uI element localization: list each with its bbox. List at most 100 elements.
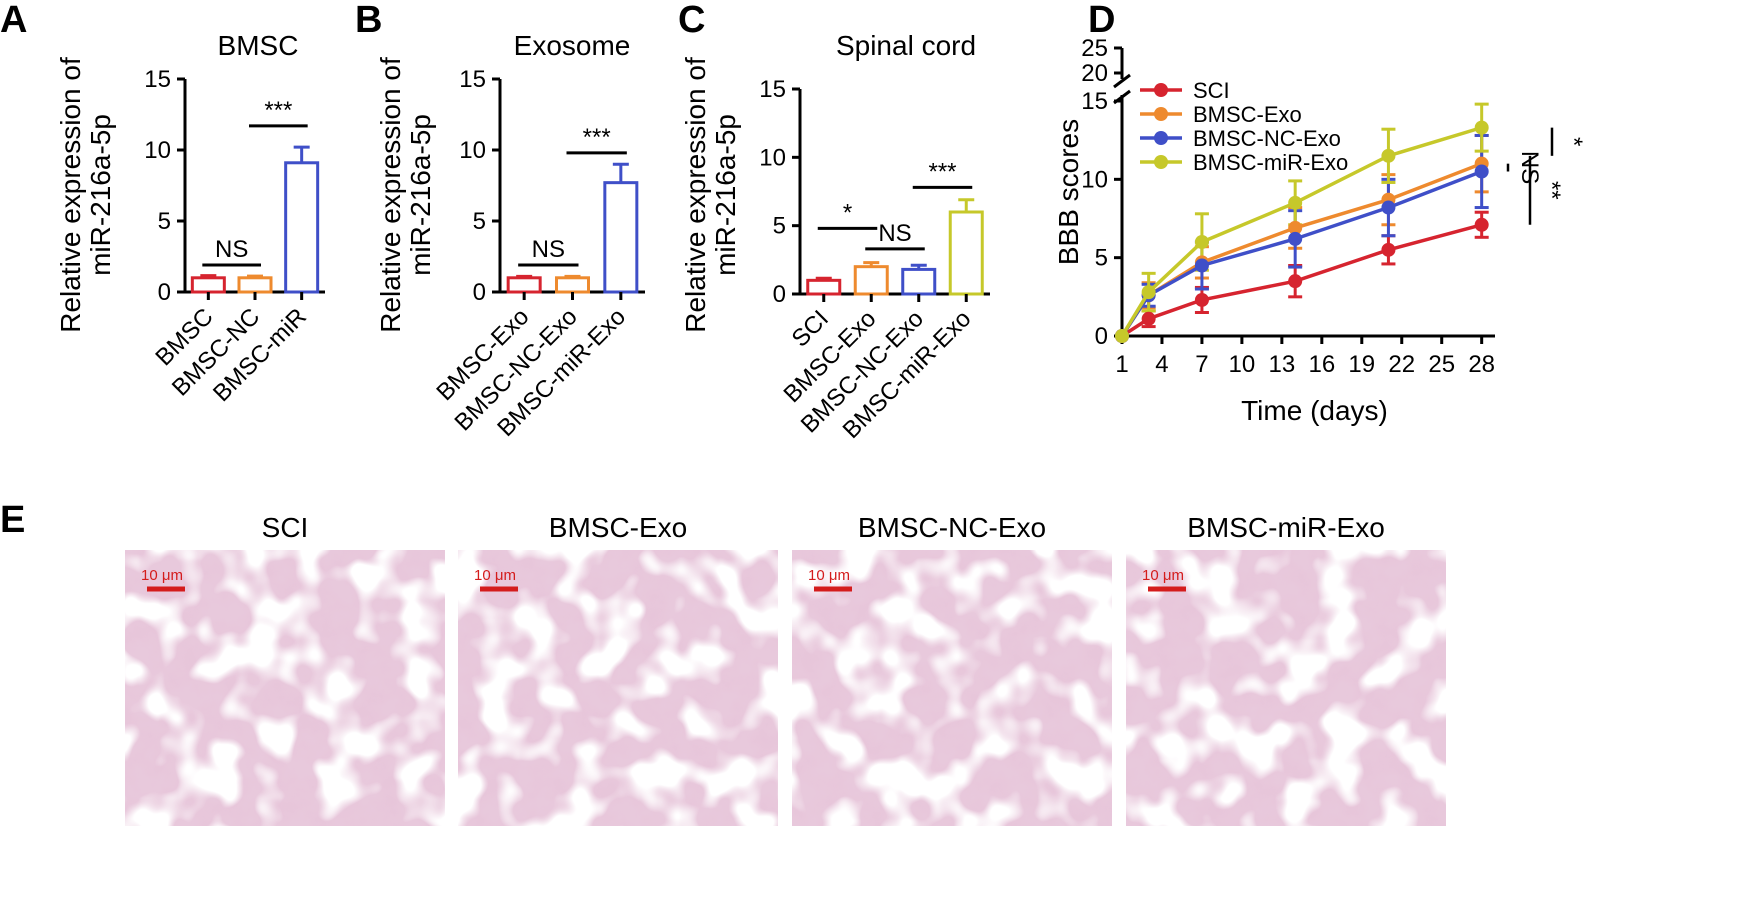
y-axis-label-line: miR-216a-5p [405,114,436,276]
x-tick-label: 19 [1348,351,1375,378]
data-point [1141,311,1156,326]
y-tick-label: 10 [759,144,786,171]
data-point [1474,217,1489,232]
x-tick-label: 28 [1468,351,1495,378]
data-point [1381,148,1396,163]
series-line [1120,125,1483,337]
significance-label: NS [878,220,911,247]
significance-label: *** [264,97,292,124]
y-tick-label: 5 [773,213,786,240]
y-tick-label: 25 [1081,35,1108,62]
chart-title: BMSC [218,30,299,61]
panel-c-bar-chart: C Spinal cord Relative expression ofmiR-21… [678,0,990,444]
data-point [1288,231,1303,246]
histology-image: 10 μm [792,550,1112,826]
y-axis-label: BBB scores [1053,119,1084,265]
axis-break-mark [1113,73,1131,89]
panel-label: E [0,499,25,541]
y-tick-label: 5 [158,208,171,235]
bar [603,181,639,294]
data-point [1381,200,1396,215]
chart-title: Exosome [514,30,631,61]
bar [284,161,320,294]
significance-label: * [843,199,852,226]
y-tick-label: 15 [1081,88,1108,115]
image-voids [125,550,445,826]
data-point [1288,220,1303,235]
y-tick-label: 15 [459,66,486,93]
data-point [1474,164,1489,179]
x-tick-label: 13 [1269,351,1296,378]
bar [506,276,542,294]
legend-marker [1154,155,1168,169]
significance-label: *** [583,124,611,151]
image-title: BMSC-Exo [549,512,687,543]
y-tick-label: 15 [144,66,171,93]
data-point [1194,235,1209,249]
bar [853,265,889,296]
significance-star: * [1560,137,1587,146]
x-tick-label: 16 [1308,351,1335,378]
significance-label: *** [928,158,956,185]
legend-entry: BMSC-miR-Exo [1193,150,1348,175]
bar [806,278,842,296]
significance-double-star: ** [1538,181,1565,200]
data-point [1194,258,1209,273]
bar [901,267,937,296]
data-point [1288,274,1303,289]
y-axis-label-line: Relative expression of [55,57,86,333]
data-point [1288,195,1303,210]
x-tick-label: 7 [1195,351,1208,378]
scale-bar-label: 10 μm [808,567,850,584]
bar [948,210,984,296]
y-axis-label: Relative expression ofmiR-216a-5p [680,57,741,333]
scale-bar-label: 10 μm [1142,567,1184,584]
y-tick-label: 0 [158,279,171,306]
scale-bar-label: 10 μm [474,567,516,584]
legend-entry: BMSC-NC-Exo [1193,126,1341,151]
panel-a-bar-chart: A BMSC Relative expression ofmiR-216a-5p 0 5… [0,0,325,407]
series-line [1120,169,1483,337]
legend-entry: BMSC-Exo [1193,102,1302,127]
y-axis-label-line: miR-216a-5p [85,114,116,276]
x-axis-label: Time (days) [1241,395,1388,426]
histology-image: 10 μm [458,550,778,826]
panel-label: C [678,0,705,41]
image-title: BMSC-NC-Exo [858,512,1046,543]
image-voids [1126,550,1446,826]
panel-label: D [1088,0,1115,41]
y-tick-label: 0 [1095,323,1108,350]
image-title: SCI [262,512,309,543]
chart-title: Spinal cord [836,30,976,61]
significance-label: NS [215,236,248,263]
y-axis-label-line: miR-216a-5p [710,114,741,276]
x-tick-label: 25 [1428,351,1455,378]
histology-image: 10 μm [1126,550,1446,826]
image-voids [458,550,778,826]
histology-image: 10 μm [125,550,445,826]
legend-marker [1154,107,1168,121]
y-tick-label: 5 [1095,245,1108,272]
y-tick-label: 10 [144,137,171,164]
y-tick-label: 0 [773,281,786,308]
y-tick-label: 20 [1081,60,1108,87]
x-tick-label: 10 [1229,351,1256,378]
data-point [1194,292,1209,307]
legend-marker [1154,83,1168,97]
bar [555,276,590,294]
panel-label: A [0,0,27,41]
image-title: BMSC-miR-Exo [1187,512,1385,543]
y-tick-label: 10 [1081,166,1108,193]
y-axis-label: Relative expression ofmiR-216a-5p [55,57,116,333]
y-axis-label-line: Relative expression of [680,57,711,333]
data-point [1474,120,1489,135]
x-tick-label: 1 [1115,351,1128,378]
panel-e-histology: E SCI 10 μm BMSC-Exo 10 μm BMSC-NC-Exo 10 μm BM… [0,499,1446,826]
y-tick-label: 10 [459,137,486,164]
scale-bar-label: 10 μm [141,567,183,584]
image-voids [792,550,1112,826]
legend-entry: SCI [1193,78,1230,103]
legend-marker [1154,131,1168,145]
